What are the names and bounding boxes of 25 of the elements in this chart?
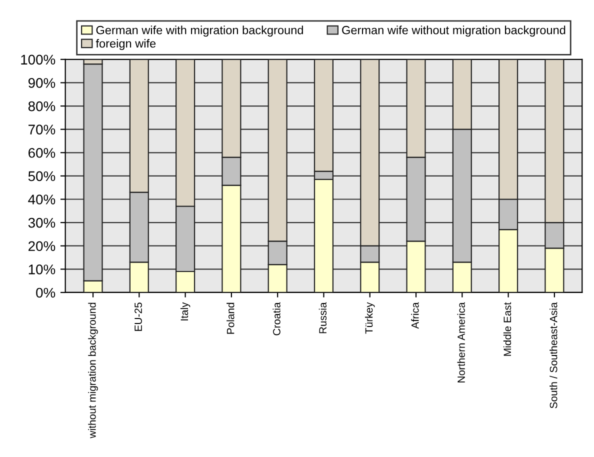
x-tick-label: EU-25: [134, 302, 142, 331]
legend-label: German wife with migration background: [96, 26, 303, 37]
legend-label: German wife without migration background: [342, 26, 566, 37]
y-tick-label: 0%: [36, 288, 56, 298]
x-tick-label: Russia: [318, 302, 327, 334]
y-tick-label: 50%: [28, 171, 56, 182]
x-tick-label: Northern America: [457, 302, 465, 382]
y-tick-label: 80%: [28, 101, 56, 112]
x-tick-label: Middle East: [503, 302, 512, 356]
x-tick-label: Africa: [411, 302, 419, 329]
x-tick-label: without migration background: [88, 302, 98, 438]
y-tick-label: 60%: [28, 148, 56, 158]
legend-label: foreign wife: [96, 38, 156, 50]
x-tick-label: Croatia: [272, 302, 280, 336]
x-tick-label: South / Southeast-Asia: [550, 302, 558, 408]
y-tick-label: 30%: [28, 218, 56, 228]
x-tick-label: Poland: [226, 302, 234, 334]
y-tick-label: 70%: [28, 124, 56, 134]
y-tick-label: 10%: [28, 264, 56, 274]
y-tick-label: 20%: [28, 241, 56, 252]
y-tick-label: 90%: [28, 78, 56, 88]
x-tick-label: Türkey: [365, 302, 375, 334]
y-tick-label: 40%: [28, 194, 56, 204]
y-tick-label: 100%: [21, 54, 56, 65]
x-tick-label: Italy: [180, 302, 190, 320]
